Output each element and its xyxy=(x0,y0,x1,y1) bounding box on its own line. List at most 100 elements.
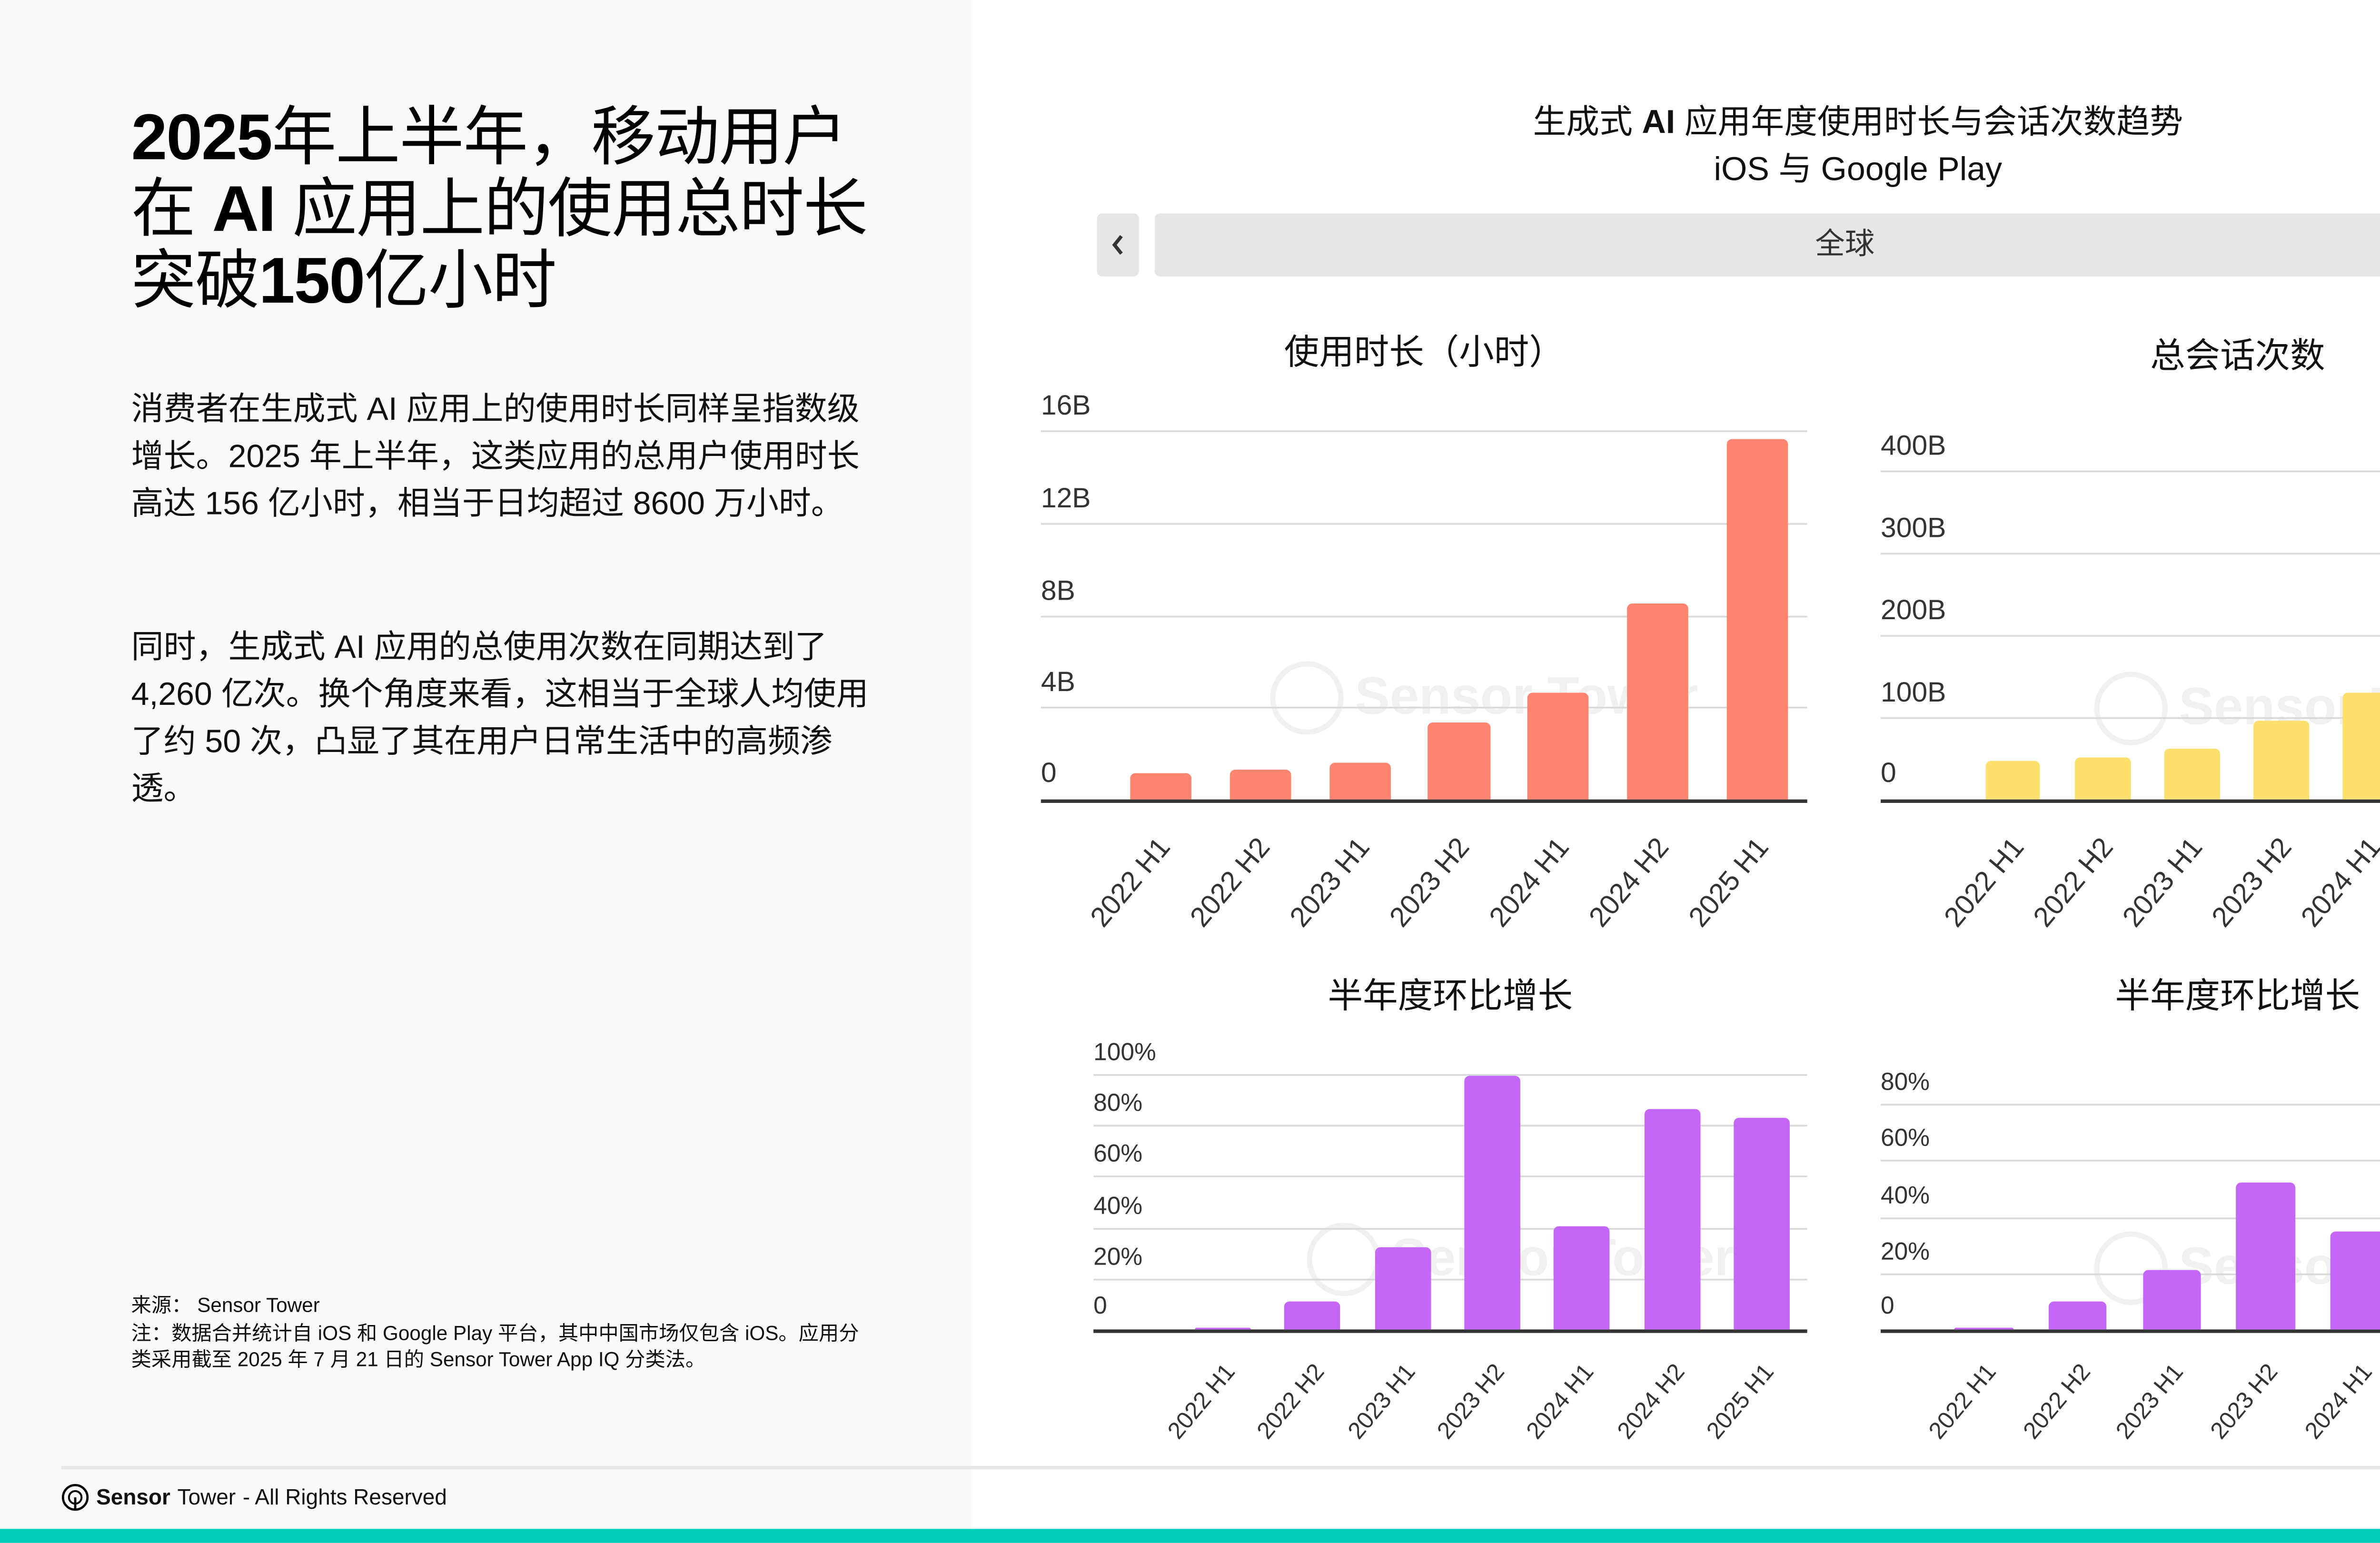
chart-title: 半年度环比增长 xyxy=(1328,978,1573,1017)
y-tick-label: 100B xyxy=(1881,679,1946,709)
y-tick-label: 60% xyxy=(1093,1139,1143,1167)
gridline xyxy=(1041,430,1807,432)
x-tick-label: 2024 H2 xyxy=(1584,833,1675,933)
bar-2023-h2[interactable] xyxy=(1428,723,1490,800)
paragraph-sessions: 同时，生成式 AI 应用的总使用次数在同期达到了 4,260 亿次。换个角度来看… xyxy=(131,628,869,807)
x-tick-label: 2023 H1 xyxy=(2118,833,2209,933)
gridline xyxy=(1881,635,2380,637)
paragraph-usage-time: 消费者在生成式 AI 应用上的使用时长同样呈指数级增长。2025 年上半年，这类… xyxy=(131,390,860,522)
left-panel xyxy=(0,0,973,1529)
watermark-logo-icon xyxy=(2094,672,2169,746)
region-select[interactable]: 全球 xyxy=(1154,213,2380,277)
bar-2024-h1[interactable] xyxy=(2330,1230,2380,1330)
y-tick-label: 0 xyxy=(1881,1291,1894,1319)
y-tick-label: 300B xyxy=(1881,514,1946,544)
gridline xyxy=(1093,1074,1807,1076)
gridline xyxy=(1881,1217,2380,1218)
gridline xyxy=(1041,707,1807,709)
source-notes: 来源： Sensor Tower 注：数据合并统计自 iOS 和 Google … xyxy=(131,1295,875,1376)
x-tick-label: 2023 H1 xyxy=(1342,1358,1420,1444)
x-tick-label: 2023 H2 xyxy=(2207,833,2299,933)
page-title: 2025年上半年，移动用户 在 AI 应用上的使用总时长 突破150亿小时 xyxy=(131,101,868,317)
bar-2022-h1[interactable] xyxy=(1954,1327,2013,1330)
footer-brand-rest: Tower xyxy=(177,1485,236,1510)
bar-2023-h1[interactable] xyxy=(2164,748,2220,800)
chevron-left-icon xyxy=(1112,235,1123,255)
gridline xyxy=(1881,553,2380,555)
x-tick-label: 2023 H2 xyxy=(2205,1358,2283,1444)
x-tick-label: 2022 H1 xyxy=(1086,833,1178,933)
total-sessions-chart: 总会话次数 Sensor Tower 0 100B 200B 300B 400B 2022 H… xyxy=(1881,332,2380,933)
y-tick-label: 40% xyxy=(1881,1180,1930,1208)
note-text: 注：数据合并统计自 iOS 和 Google Play 平台，其中中国市场仅包含… xyxy=(131,1323,859,1372)
watermark: Sensor Tower xyxy=(2094,672,2380,746)
x-tick-label: 2023 H2 xyxy=(1432,1358,1510,1444)
footer-rights: - All Rights Reserved xyxy=(242,1485,447,1510)
chart-title: 半年度环比增长 xyxy=(2115,978,2360,1017)
x-tick-label: 2024 H1 xyxy=(1484,833,1576,933)
y-tick-label: 400B xyxy=(1881,432,1946,462)
x-tick-label: 2024 H1 xyxy=(2297,833,2380,933)
x-tick-label: 2023 H2 xyxy=(1385,833,1476,933)
bar-2023-h2[interactable] xyxy=(2253,720,2309,800)
bar-2023-h2[interactable] xyxy=(1464,1077,1520,1330)
bar-2022-h2[interactable] xyxy=(1284,1302,1340,1330)
usage-hours-chart: 使用时长（小时） Sensor Tower 0 4B 8B 12B 16B 2022 H1 20… xyxy=(1041,332,1807,933)
gridline xyxy=(1093,1176,1807,1178)
source-text: 来源： Sensor Tower xyxy=(131,1296,320,1317)
gridline xyxy=(1881,470,2380,473)
bar-2023-h1[interactable] xyxy=(2142,1271,2201,1330)
y-tick-label: 20% xyxy=(1881,1236,1930,1265)
bar-2022-h1[interactable] xyxy=(1985,762,2041,800)
y-tick-label: 80% xyxy=(1093,1088,1143,1117)
x-tick-label: 2023 H1 xyxy=(1285,833,1377,933)
footer-divider xyxy=(61,1465,2380,1470)
x-tick-label: 2022 H1 xyxy=(1939,833,2030,933)
gridline xyxy=(1881,1160,2380,1162)
x-tick-label: 2022 H2 xyxy=(2028,833,2120,933)
y-tick-label: 20% xyxy=(1093,1241,1143,1270)
y-tick-label: 200B xyxy=(1881,596,1946,626)
x-tick-label: 2022 H1 xyxy=(1162,1358,1240,1444)
previous-region-button[interactable] xyxy=(1097,213,1139,277)
watermark-logo-icon xyxy=(1307,1223,1381,1296)
x-tick-label: 2025 H1 xyxy=(1702,1358,1780,1444)
y-tick-label: 4B xyxy=(1041,668,1075,699)
gridline xyxy=(1041,614,1807,617)
gridline xyxy=(1881,717,2380,719)
bar-2022-h2[interactable] xyxy=(2048,1301,2107,1330)
x-tick-label: 2025 H1 xyxy=(1683,833,1775,933)
y-tick-label: 60% xyxy=(1881,1123,1930,1152)
chart-title: 总会话次数 xyxy=(2150,337,2325,376)
x-axis-line xyxy=(1881,1329,2380,1333)
x-tick-label: 2023 H1 xyxy=(2111,1358,2189,1444)
bar-2024-h1[interactable] xyxy=(2343,693,2380,800)
bar-2023-h2[interactable] xyxy=(2236,1182,2295,1330)
bar-2024-h1[interactable] xyxy=(1554,1226,1610,1330)
bar-2025-h1[interactable] xyxy=(1726,439,1788,800)
bar-2024-h2[interactable] xyxy=(1627,603,1689,800)
bar-2022-h2[interactable] xyxy=(2074,756,2131,800)
bar-2024-h1[interactable] xyxy=(1527,693,1589,800)
bar-2023-h1[interactable] xyxy=(1329,762,1391,800)
gridline xyxy=(1093,1227,1807,1229)
viz-title: 生成式 AI 应用年度使用时长与会话次数趋势 xyxy=(1533,105,2183,142)
y-tick-label: 80% xyxy=(1881,1067,1930,1095)
y-tick-label: 12B xyxy=(1041,484,1091,514)
y-tick-label: 100% xyxy=(1093,1037,1156,1066)
bar-2022-h2[interactable] xyxy=(1229,769,1291,800)
x-axis-line xyxy=(1881,799,2380,803)
viz-subtitle: iOS 与 Google Play xyxy=(1714,152,2003,189)
x-tick-label: 2022 H2 xyxy=(1186,833,1277,933)
bar-2022-h1[interactable] xyxy=(1130,774,1192,800)
gridline xyxy=(1881,1273,2380,1275)
y-tick-label: 0 xyxy=(1881,759,1896,789)
chart-title: 使用时长（小时） xyxy=(1284,334,1564,373)
x-tick-label: 2024 H1 xyxy=(2299,1358,2377,1444)
bar-2024-h2[interactable] xyxy=(1644,1108,1700,1330)
bar-2022-h1[interactable] xyxy=(1194,1327,1250,1330)
bar-2025-h1[interactable] xyxy=(1734,1117,1790,1330)
bar-2023-h1[interactable] xyxy=(1374,1247,1430,1330)
y-tick-label: 8B xyxy=(1041,576,1075,606)
